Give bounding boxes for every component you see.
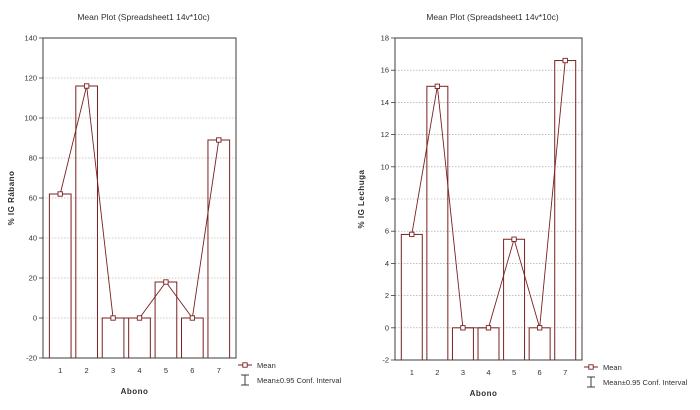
y-tick-label: 2 [385, 291, 389, 300]
x-tick-label: 1 [58, 366, 62, 375]
mean-line [59, 85, 220, 320]
legend-ci-label: Mean±0.95 Conf. Interval [603, 378, 687, 387]
mean-plot-rabano: Mean Plot (Spreadsheet1 14v*10c) -20 0 20 40… [7, 12, 342, 396]
y-tick-label: 14 [381, 98, 389, 107]
y-tick-label: 18 [381, 34, 389, 43]
legend-mean-marker [588, 364, 594, 370]
bar [154, 281, 178, 359]
plot-frame [42, 37, 237, 359]
y-tick-label: 6 [385, 227, 389, 236]
bar [400, 233, 423, 361]
x-tick-label: 2 [435, 368, 439, 377]
y-tick-label: 0 [385, 323, 389, 332]
bar [75, 85, 98, 359]
mean-marker [536, 325, 543, 331]
bar [207, 139, 231, 359]
mean-marker [460, 325, 466, 331]
y-tick-label: 140 [24, 34, 37, 43]
mean-marker [434, 83, 441, 89]
x-axis-label: Abono [121, 387, 149, 396]
mean-marker [110, 315, 116, 321]
y-tick-label: 4 [385, 259, 389, 268]
y-axis-label: % IG Rábano [7, 171, 16, 226]
y-tick-label: 20 [29, 274, 37, 283]
mean-marker [511, 236, 517, 242]
x-tick-label: 6 [190, 366, 194, 375]
legend-mean-label: Mean [257, 361, 276, 370]
legend-mean-marker [242, 362, 248, 368]
bar [528, 327, 551, 361]
x-tick-label: 1 [410, 368, 414, 377]
y-tick-label: 100 [24, 114, 37, 123]
y-tick-label: 80 [29, 154, 37, 163]
bar [128, 317, 151, 359]
y-tick-label: 60 [29, 194, 37, 203]
bar [503, 238, 526, 361]
x-tick-label: 4 [137, 366, 141, 375]
mean-marker [485, 325, 492, 331]
x-tick-label: 6 [538, 368, 542, 377]
mean-marker [136, 315, 143, 321]
mean-plot-lechuga: Mean Plot (Spreadsheet1 14v*10c) -2 0 2 4 6 8 1… [350, 0, 700, 410]
x-tick-label: 3 [111, 366, 115, 375]
x-tick-label: 5 [512, 368, 516, 377]
y-axis-label: % IG Lechuga [357, 170, 366, 229]
y-tick-label: 0 [33, 314, 37, 323]
mean-marker [216, 137, 222, 143]
chart-title: Mean Plot (Spreadsheet1 14v*10c) [426, 12, 558, 22]
bar [451, 327, 474, 361]
chart-rabano-svg: Mean Plot (Spreadsheet1 14v*10c) -20 0 20 40… [7, 12, 341, 396]
x-tick-label: 7 [563, 368, 567, 377]
y-tick-label: 40 [29, 234, 37, 243]
bar [554, 60, 577, 361]
chart-lechuga-svg: Mean Plot (Spreadsheet1 14v*10c) -2 0 2 4 6 8 1… [357, 12, 687, 398]
mean-marker [57, 191, 63, 197]
legend-ci-label: Mean±0.95 Conf. Interval [257, 376, 341, 385]
mean-marker [163, 279, 169, 285]
x-tick-label: 5 [164, 366, 168, 375]
y-tick-label: 8 [385, 195, 389, 204]
x-tick-label: 7 [217, 366, 221, 375]
bar [477, 327, 500, 361]
x-tick-label: 2 [85, 366, 89, 375]
x-tick-label: 3 [461, 368, 465, 377]
mean-line [411, 60, 566, 329]
mean-marker [189, 315, 196, 321]
y-tick-label: -20 [26, 354, 37, 363]
y-tick-label: 12 [381, 130, 389, 139]
mean-marker [562, 57, 568, 64]
mean-marker [83, 83, 90, 89]
y-tick-label: 120 [24, 74, 37, 83]
x-tick-label: 4 [486, 368, 490, 377]
plot-frame [394, 37, 583, 361]
bar [101, 317, 125, 359]
chart-title: Mean Plot (Spreadsheet1 14v*10c) [77, 12, 209, 22]
y-tick-label: 16 [381, 66, 389, 75]
legend-mean-label: Mean [603, 363, 622, 372]
bar [181, 317, 204, 359]
mean-marker [409, 231, 415, 238]
bar [48, 193, 72, 359]
y-tick-label: -2 [382, 356, 389, 365]
y-tick-label: 10 [381, 162, 389, 171]
x-axis-label: Abono [470, 389, 498, 398]
